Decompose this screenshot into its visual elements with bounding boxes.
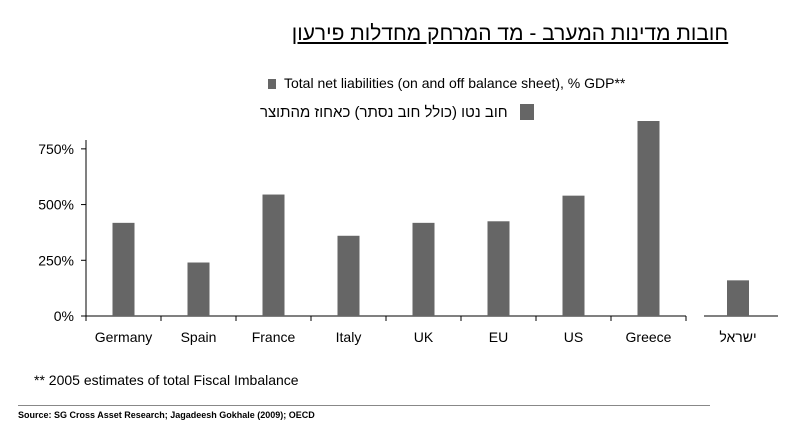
legend-swatch-english xyxy=(268,79,276,89)
bar-chart: 0% 250% 500% 750% Germany Spain France Italy UK E… xyxy=(38,121,778,345)
x-tick-label: Germany xyxy=(95,329,153,345)
legend-label-english: Total net liabilities (on and off balanc… xyxy=(284,75,626,91)
legend-swatch-hebrew xyxy=(519,104,534,120)
footnote: ** 2005 estimates of total Fiscal Imbala… xyxy=(34,372,299,388)
y-tick-label: 750% xyxy=(38,141,74,157)
y-tick-label: 250% xyxy=(38,252,74,268)
bar xyxy=(637,121,660,316)
x-tick-label: EU xyxy=(489,329,508,345)
bar xyxy=(727,280,749,316)
legend-hebrew: חוב נטו (כולל חוב נסתר) כאחוז מהתוצר xyxy=(260,104,534,121)
legend-label-hebrew: חוב נטו (כולל חוב נסתר) כאחוז מהתוצר xyxy=(260,104,508,121)
source-divider xyxy=(18,405,710,406)
x-tick-label: Greece xyxy=(626,329,672,345)
bar xyxy=(187,262,210,316)
bar xyxy=(412,222,435,316)
x-tick-label: France xyxy=(252,329,296,345)
chart-title: חובות מדינות המערב - מד המרחק מחדלות פיר… xyxy=(291,22,729,45)
y-tick-label: 500% xyxy=(38,197,74,213)
bar xyxy=(337,235,360,316)
source-note: Source: SG Cross Asset Research; Jagadee… xyxy=(18,410,315,420)
y-tick-label: 0% xyxy=(54,308,74,324)
bar xyxy=(262,194,285,316)
x-tick-label: Spain xyxy=(181,329,217,345)
x-tick-label: US xyxy=(564,329,583,345)
bar xyxy=(112,222,135,316)
bar xyxy=(562,195,585,316)
x-tick-label: UK xyxy=(414,329,434,345)
bar xyxy=(487,221,510,316)
legend-english: Total net liabilities (on and off balanc… xyxy=(268,75,625,91)
x-tick-label: ישראל xyxy=(719,329,756,345)
x-tick-label: Italy xyxy=(336,329,362,345)
